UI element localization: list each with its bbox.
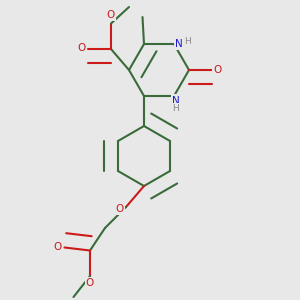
Text: O: O — [107, 11, 115, 20]
Text: O: O — [213, 65, 222, 75]
Text: H: H — [172, 104, 179, 113]
Text: H: H — [184, 38, 191, 46]
Text: N: N — [172, 95, 179, 106]
Text: N: N — [175, 39, 182, 49]
Text: O: O — [116, 203, 124, 214]
Text: O: O — [54, 242, 62, 253]
Text: O: O — [78, 44, 86, 53]
Text: O: O — [86, 278, 94, 289]
